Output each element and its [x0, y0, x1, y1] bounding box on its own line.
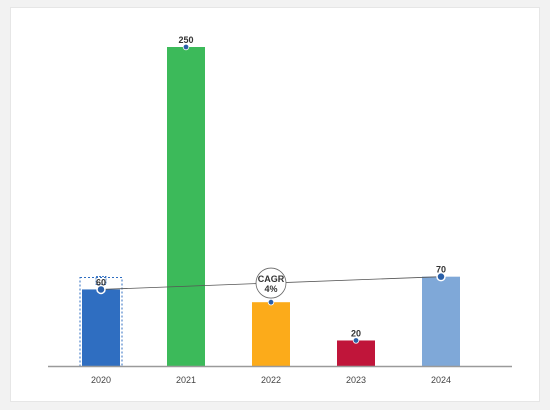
bar-2020[interactable] — [82, 289, 120, 366]
cagr-bubble — [255, 267, 287, 299]
data-label-2021: 250 — [178, 35, 193, 45]
data-label-2020: 60 — [96, 277, 106, 287]
cagr-value: 4% — [264, 284, 277, 294]
data-point-2020[interactable] — [96, 284, 106, 295]
cagr-label: CAGR — [258, 274, 285, 284]
cagr-annotation: CAGR 4% — [255, 267, 287, 299]
x-tick-2020: 2020 — [91, 375, 111, 385]
x-tick-2023: 2023 — [346, 375, 366, 385]
bar-2022[interactable] — [252, 302, 290, 366]
x-tick-2024: 2024 — [431, 375, 451, 385]
data-point-2022[interactable] — [267, 299, 275, 306]
x-tick-2022: 2022 — [261, 375, 281, 385]
selection-outline — [79, 276, 123, 367]
data-points — [96, 43, 446, 344]
x-tick-2021: 2021 — [176, 375, 196, 385]
bars-group — [79, 47, 460, 367]
data-label-2023: 20 — [351, 328, 361, 338]
bar-2023[interactable] — [337, 340, 375, 366]
label-selection-outline — [95, 276, 107, 285]
data-point-2024[interactable] — [436, 271, 446, 282]
data-point-2023[interactable] — [352, 337, 360, 344]
x-tick-labels: 2020 2021 2022 2023 2024 — [91, 375, 451, 385]
data-point-2021[interactable] — [182, 43, 190, 51]
bar-2024[interactable] — [422, 276, 460, 366]
data-label-2024: 70 — [436, 265, 446, 275]
bar-2021[interactable] — [167, 47, 205, 366]
